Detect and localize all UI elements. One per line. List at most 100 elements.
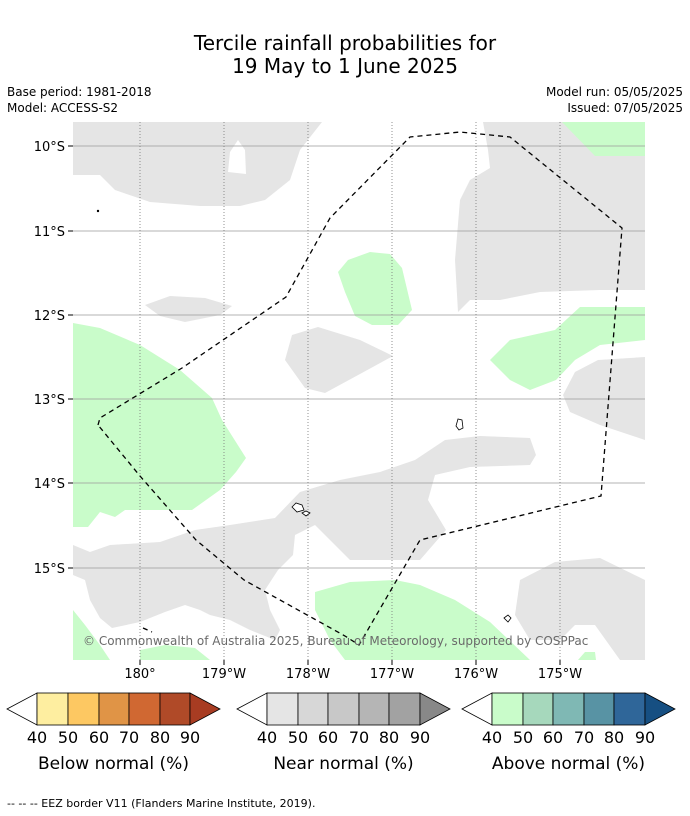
above-normal-region-southeast-small [578,652,596,660]
longitude-ticks [139,660,561,665]
island-southeast [503,614,512,623]
above-normal-region-east [490,307,645,390]
legend-title-below-normal: Below normal (%) [38,754,189,774]
legend-swatch [36,692,69,726]
near-normal-region-top-left [73,122,322,206]
title-line-1: Tercile rainfall probabilities for [193,31,497,55]
longitude-labels: 180° 179°W 178°W 177°W 176°W 175°W [124,667,582,682]
legend-swatch [388,692,421,726]
meta-right: Model run: 05/05/2025 Issued: 07/05/2025 [546,84,683,116]
legend-swatch [98,692,130,726]
legend-tick: 80 [150,728,170,747]
legend-title-near-normal: Near normal (%) [273,754,414,774]
legend-tick: 70 [349,728,369,747]
legend-tick: 70 [574,728,594,747]
map-title: Tercile rainfall probabilities for 19 Ma… [0,32,690,78]
issued-date: Issued: 07/05/2025 [567,101,683,115]
near-normal-region-northeast [455,122,645,312]
above-normal-region-northeast-corner [562,122,645,156]
lon-label: 178°W [286,667,330,682]
legend-tick: 40 [257,728,277,747]
lat-label: 11°S [34,225,65,240]
legend-tick: 90 [180,728,200,747]
lat-label: 10°S [34,140,65,155]
legend-swatch-under [6,692,38,726]
near-normal-region-east [563,357,645,440]
legend-tick: 80 [379,728,399,747]
latitude-ticks [68,145,73,569]
near-normal-regions [73,122,645,660]
legend-swatch-over [419,692,451,726]
map-panel: © Commonwealth of Australia 2025, Bureau… [73,122,645,660]
near-normal-region-southeast [515,558,645,660]
lon-label: 175°W [538,667,582,682]
island-north-dot [96,209,100,213]
above-normal-region-south-small [140,645,210,660]
legend-tick: 90 [635,728,655,747]
legend-tick: 40 [27,728,47,747]
legend-tick: 50 [58,728,78,747]
latitude-labels: 10°S 11°S 12°S 13°S 14°S 15°S [34,140,65,577]
above-normal-region-center-north [338,252,412,325]
above-normal-region-west [73,323,246,527]
legend-swatch-over [644,692,676,726]
legend-below-normal [6,692,221,726]
lon-label: 180° [124,667,155,682]
legend-tick: 60 [318,728,338,747]
copyright-text: © Commonwealth of Australia 2025, Bureau… [83,634,588,648]
legend-tick: 70 [119,728,139,747]
legend-tick: 80 [604,728,624,747]
legend-near-normal [236,692,451,726]
lon-label: 179°W [202,667,246,682]
legend-above-normal [461,692,676,726]
legend-swatch [552,692,585,726]
lat-label: 14°S [34,477,65,492]
legend-swatch [67,692,100,726]
legend-swatch [128,692,161,726]
legend-tick: 50 [288,728,308,747]
lon-label: 177°W [370,667,414,682]
eez-footnote: -- -- -- EEZ border V11 (Flanders Marine… [7,797,316,810]
model-run: Model run: 05/05/2025 [545,85,683,99]
lat-label: 15°S [34,562,65,577]
legend-swatch [613,692,646,726]
island-west-b [301,510,311,517]
above-normal-regions [73,122,645,660]
near-normal-region-center [285,327,393,393]
lon-label: 176°W [454,667,498,682]
near-normal-region-small-west [145,296,232,322]
island-east [455,418,464,431]
lat-label: 13°S [34,393,65,408]
legend-tick: 60 [89,728,109,747]
legend-swatch [583,692,615,726]
meta-left: Base period: 1981-2018 Model: ACCESS-S2 [7,84,152,116]
legend-title-above-normal: Above normal (%) [491,754,646,774]
base-period: Base period: 1981-2018 [7,85,152,99]
legend-tick: 50 [513,728,533,747]
legend-swatch-under [236,692,268,726]
legend-tick: 60 [543,728,563,747]
legend-swatch [358,692,390,726]
model-name: Model: ACCESS-S2 [7,101,119,115]
latitude-gridlines [73,145,645,569]
legend-tick-labels: 40 50 60 70 80 90 40 50 60 70 80 90 40 5… [27,728,655,747]
legend-swatch [159,692,191,726]
near-normal-region-top-left-hole [228,140,246,174]
eez-border-fragment [142,627,153,633]
legend-swatch [327,692,360,726]
legend-swatch-under [461,692,493,726]
above-normal-region-south [315,580,530,660]
legend-swatch [491,692,524,726]
legend-swatch [522,692,554,726]
legend-swatch [297,692,329,726]
legend-swatch [266,692,299,726]
island-west-a [291,502,305,513]
legend-tick: 40 [482,728,502,747]
legend-swatch-over [189,692,221,726]
near-normal-region-central-band [73,436,536,640]
lat-label: 12°S [34,309,65,324]
islands [96,209,512,623]
above-normal-region-southwest-corner [73,610,110,660]
legend-tick: 90 [410,728,430,747]
